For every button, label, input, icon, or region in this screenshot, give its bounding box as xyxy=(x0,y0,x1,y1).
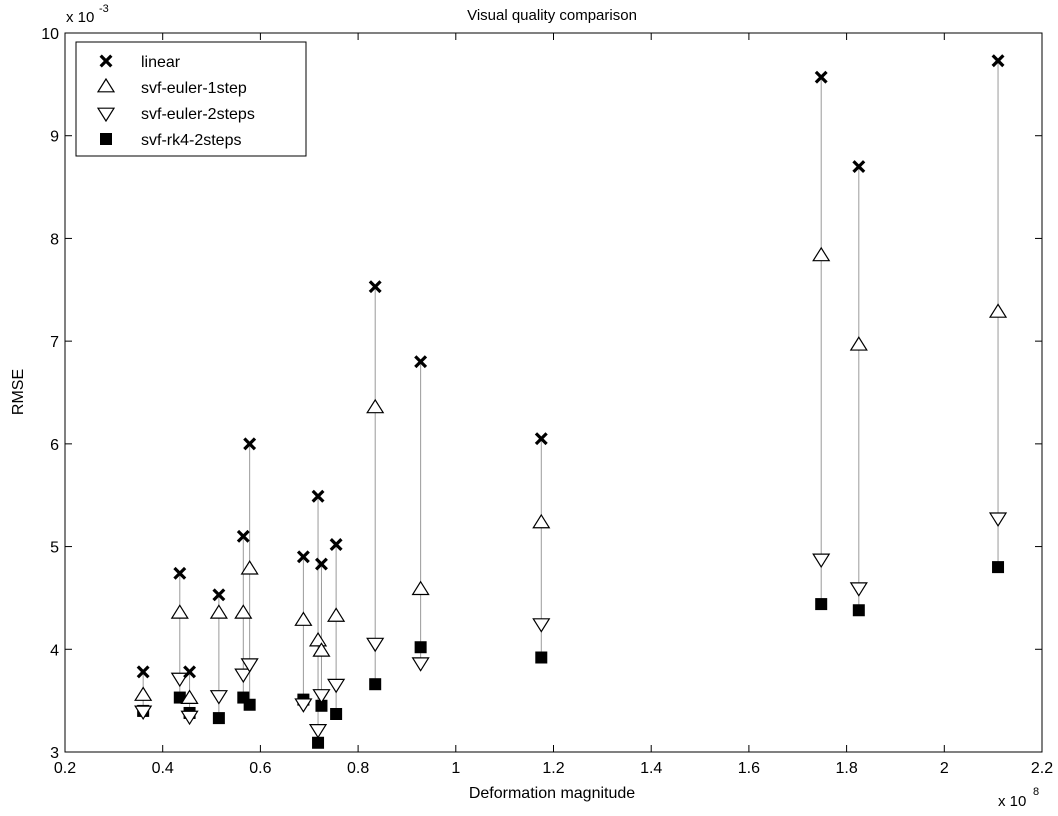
point-svf-euler-1step xyxy=(209,604,228,619)
legend-marker-svf-euler-2steps xyxy=(96,107,116,123)
point-svf-euler-1step xyxy=(312,642,331,657)
legend-box xyxy=(75,41,307,157)
x-tick-label: 0.4 xyxy=(152,760,174,777)
point-svf-euler-1step xyxy=(134,686,153,701)
y-tick-label: 5 xyxy=(50,540,59,557)
point-linear xyxy=(329,538,343,551)
y-tick-label: 6 xyxy=(50,437,59,454)
ticks-layer: 0.2 0.4 0.6 0.8 1 1.2 1.4 1.6 1.8 2 2.2 3 4 5 6 7 8 9 10 xyxy=(41,26,1053,777)
point-svf-euler-2steps xyxy=(532,618,551,633)
legend-label: svf-euler-2steps xyxy=(141,106,255,123)
x-exponent-label: x 10 xyxy=(998,793,1026,810)
point-svf-euler-1step xyxy=(812,246,831,262)
x-tick-label: 1.8 xyxy=(835,760,857,777)
legend-label: svf-euler-1step xyxy=(141,80,247,97)
point-linear xyxy=(368,280,382,294)
x-tick-label: 1 xyxy=(451,760,460,777)
point-svf-euler-2steps xyxy=(234,668,253,684)
x-tick-label: 1.2 xyxy=(542,760,564,777)
point-svf-euler-1step xyxy=(366,398,385,414)
stems-layer xyxy=(142,60,999,743)
legend-label: linear xyxy=(141,54,181,71)
point-svf-euler-1step xyxy=(849,336,868,351)
point-linear xyxy=(212,588,226,602)
point-svf-euler-2steps xyxy=(180,710,199,726)
point-svf-rk4-2steps xyxy=(212,712,225,725)
point-linear xyxy=(136,665,150,679)
point-svf-euler-2steps xyxy=(294,698,313,713)
point-svf-euler-1step xyxy=(170,604,189,619)
legend-marker-linear xyxy=(99,54,113,68)
point-svf-euler-2steps xyxy=(308,724,328,739)
point-svf-rk4-2steps xyxy=(852,604,865,617)
chart-title: Visual quality comparison xyxy=(467,7,637,24)
legend: linear svf-euler-1step svf-euler-2steps svf… xyxy=(75,41,307,157)
y-tick-label: 9 xyxy=(50,129,59,146)
x-tick-label: 1.6 xyxy=(738,760,760,777)
point-svf-euler-2steps xyxy=(366,637,385,653)
point-linear xyxy=(236,529,250,543)
x-tick-label: 1.4 xyxy=(640,760,662,777)
legend-label: svf-rk4-2steps xyxy=(141,132,241,149)
x-tick-label: 2 xyxy=(940,760,949,777)
point-svf-rk4-2steps xyxy=(330,707,343,720)
x-tick-label: 0.8 xyxy=(347,760,369,777)
marks-layer xyxy=(134,54,1008,749)
y-axis-label: RMSE xyxy=(10,369,27,415)
point-svf-euler-1step xyxy=(234,604,253,619)
point-svf-euler-2steps xyxy=(312,689,331,704)
point-svf-euler-1step xyxy=(327,607,346,622)
legend-marker-svf-rk4-2steps xyxy=(100,133,112,145)
point-svf-euler-2steps xyxy=(988,512,1008,527)
x-tick-label: 0.6 xyxy=(249,760,271,777)
y-tick-label: 7 xyxy=(50,334,59,351)
point-linear xyxy=(534,432,548,446)
y-tick-label: 3 xyxy=(50,745,59,762)
point-linear xyxy=(991,54,1005,68)
point-linear xyxy=(852,160,866,173)
point-svf-euler-1step xyxy=(240,560,259,575)
point-linear xyxy=(814,70,828,84)
y-exponent-value: -3 xyxy=(99,3,109,15)
point-svf-rk4-2steps xyxy=(414,641,427,654)
point-svf-rk4-2steps xyxy=(312,736,325,749)
y-tick-label: 8 xyxy=(50,231,59,248)
point-svf-euler-2steps xyxy=(411,657,430,672)
point-linear xyxy=(311,489,325,503)
y-exponent-label: x 10 xyxy=(66,9,94,26)
x-tick-label: 0.2 xyxy=(54,760,76,777)
point-linear xyxy=(296,550,310,564)
point-svf-rk4-2steps xyxy=(243,698,256,711)
x-tick-label: 2.2 xyxy=(1031,760,1053,777)
point-svf-rk4-2steps xyxy=(369,678,382,691)
point-svf-euler-1step xyxy=(988,303,1008,318)
point-linear xyxy=(173,566,187,580)
y-tick-label: 4 xyxy=(50,642,59,659)
point-svf-euler-1step xyxy=(411,580,430,596)
point-svf-rk4-2steps xyxy=(992,561,1005,574)
point-svf-euler-1step xyxy=(308,631,328,647)
point-svf-euler-2steps xyxy=(327,678,346,694)
point-svf-euler-2steps xyxy=(209,690,228,705)
point-svf-euler-1step xyxy=(532,513,551,529)
point-svf-euler-1step xyxy=(180,689,199,704)
point-svf-euler-1step xyxy=(294,611,313,626)
point-svf-euler-2steps xyxy=(812,553,831,569)
point-svf-euler-2steps xyxy=(849,582,868,597)
x-axis-label: Deformation magnitude xyxy=(469,785,635,802)
legend-marker-svf-euler-1step xyxy=(96,77,116,93)
point-linear xyxy=(183,665,197,679)
point-linear xyxy=(414,355,428,369)
point-svf-euler-2steps xyxy=(240,658,259,673)
point-svf-rk4-2steps xyxy=(535,651,548,664)
y-tick-label: 10 xyxy=(41,26,59,43)
point-linear xyxy=(314,557,328,571)
point-svf-euler-2steps xyxy=(134,705,153,721)
point-svf-rk4-2steps xyxy=(315,699,328,712)
point-svf-rk4-2steps xyxy=(815,598,828,611)
x-exponent-value: 8 xyxy=(1033,786,1039,798)
point-linear xyxy=(243,437,257,451)
